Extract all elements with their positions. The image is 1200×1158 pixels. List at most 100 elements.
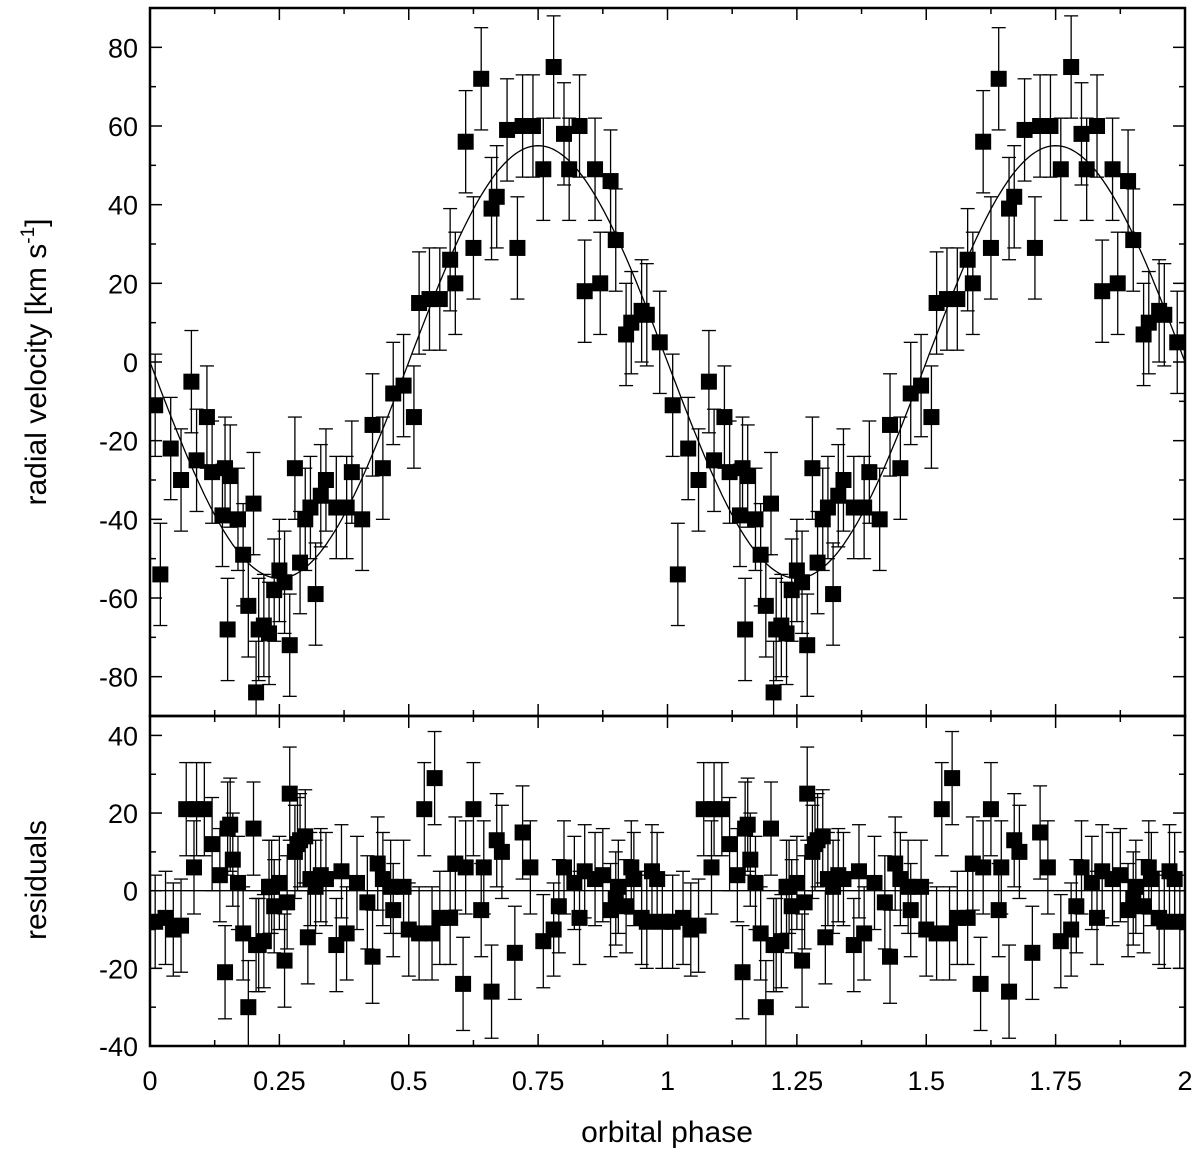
data-marker [545, 921, 562, 938]
data-marker [817, 929, 834, 946]
bottom-data-point [465, 761, 482, 857]
data-marker [431, 291, 448, 308]
bottom-data-point [416, 761, 433, 857]
data-marker [150, 397, 164, 414]
top-data-point [835, 428, 852, 532]
data-marker [229, 511, 246, 528]
bottom-data-point [333, 824, 350, 919]
data-marker [271, 874, 288, 891]
bottom-data-point [240, 959, 257, 1046]
top-data-point [473, 27, 490, 131]
top-data-point [690, 428, 707, 532]
x-tick-label: 1.75 [1029, 1066, 1082, 1096]
data-marker [651, 334, 668, 351]
data-marker [835, 871, 852, 888]
bottom-data-point [276, 913, 293, 1008]
data-marker [240, 597, 257, 614]
data-marker [757, 999, 774, 1016]
top-data-point [152, 522, 169, 627]
bottom-data-point [173, 878, 190, 973]
top-data-point [245, 451, 262, 556]
top-data-point [1104, 117, 1121, 222]
data-marker [204, 836, 221, 853]
data-marker [587, 161, 604, 178]
top-data-point [1156, 263, 1173, 367]
top-data-point [1042, 74, 1059, 178]
data-marker [1063, 921, 1080, 938]
top-data-point [535, 117, 552, 222]
bottom-data-point [385, 862, 402, 958]
top-data-point [457, 89, 474, 194]
data-marker [1068, 898, 1085, 915]
data-marker [395, 377, 412, 394]
top-data-point [990, 27, 1007, 131]
data-marker [690, 472, 707, 488]
top-data-point [405, 365, 422, 469]
top-y-tick-label: 80 [108, 33, 138, 63]
bottom-data-point [493, 804, 510, 900]
top-data-point [982, 196, 999, 300]
data-marker [1104, 161, 1121, 178]
bottom-data-point [535, 893, 552, 989]
top-data-point [618, 282, 635, 387]
bottom-data-point [426, 730, 443, 826]
top-data-point [892, 416, 909, 520]
data-marker [514, 824, 531, 841]
data-marker [876, 894, 893, 911]
top-data-point [607, 188, 624, 292]
top-data-point [592, 231, 609, 336]
data-marker [173, 917, 190, 934]
data-marker [739, 468, 756, 485]
top-data-point [913, 333, 930, 438]
data-marker [757, 597, 774, 614]
top-data-point [183, 329, 200, 434]
data-marker [338, 499, 355, 516]
x-tick-label: 0 [142, 1066, 157, 1096]
top-data-point [204, 420, 221, 524]
data-marker [1073, 859, 1090, 876]
top-data-point [173, 428, 190, 532]
data-marker [765, 684, 782, 701]
data-marker [747, 511, 764, 528]
top-data-point [499, 78, 516, 182]
data-marker [317, 472, 334, 488]
top-data-point [1125, 188, 1142, 292]
bottom-data-point [982, 761, 999, 857]
data-marker [850, 863, 867, 880]
top-data-point [1026, 196, 1043, 300]
data-marker [1039, 859, 1056, 876]
bottom-data-point [972, 936, 989, 1032]
bottom-data-point [222, 777, 239, 872]
data-marker [473, 902, 490, 919]
data-marker [941, 925, 958, 942]
bottom-y-tick-label: 0 [123, 877, 138, 907]
data-marker [1109, 275, 1126, 292]
top-data-point [1006, 145, 1023, 249]
data-marker [535, 161, 552, 178]
data-marker [871, 511, 888, 528]
data-marker [416, 801, 433, 818]
data-marker [1052, 161, 1069, 178]
top-data-point [307, 542, 324, 646]
bottom-data-point [483, 944, 500, 1039]
data-marker [152, 566, 169, 583]
bottom-data-point [757, 959, 774, 1046]
data-marker [825, 586, 842, 603]
data-marker [1127, 878, 1144, 895]
data-marker [162, 440, 179, 457]
top-y-tick-label: -40 [99, 505, 138, 535]
bottom-data-point [773, 893, 790, 989]
data-marker [488, 188, 505, 205]
top-data-point [431, 247, 448, 351]
data-marker [556, 125, 572, 142]
bottom-data-point [876, 855, 893, 950]
bottom-data-point [506, 905, 523, 1001]
top-data-point [664, 353, 681, 458]
data-marker [830, 487, 847, 504]
data-marker [426, 770, 443, 787]
data-marker [1006, 188, 1023, 205]
data-marker [1011, 843, 1028, 860]
data-marker [594, 867, 611, 884]
data-marker [217, 964, 234, 981]
data-marker [545, 59, 562, 75]
